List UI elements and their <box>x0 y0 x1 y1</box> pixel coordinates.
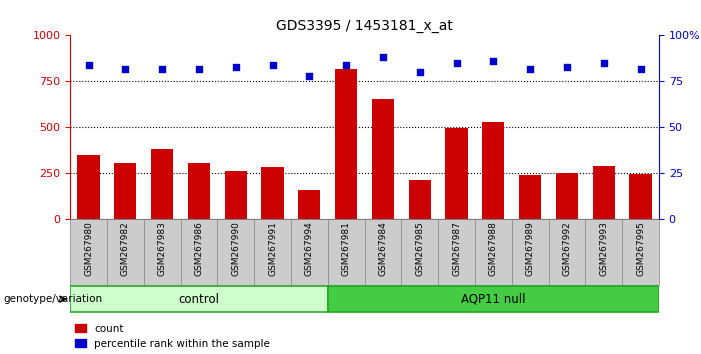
Point <box>414 69 426 75</box>
Bar <box>556 172 578 219</box>
Text: GSM267985: GSM267985 <box>415 222 424 276</box>
Point <box>193 66 205 72</box>
Text: GSM267993: GSM267993 <box>599 222 608 276</box>
FancyBboxPatch shape <box>327 286 659 312</box>
FancyBboxPatch shape <box>438 219 475 285</box>
Legend: count, percentile rank within the sample: count, percentile rank within the sample <box>75 324 270 349</box>
Point <box>83 62 94 68</box>
Title: GDS3395 / 1453181_x_at: GDS3395 / 1453181_x_at <box>276 19 453 33</box>
Point <box>341 62 352 68</box>
FancyBboxPatch shape <box>585 219 622 285</box>
Bar <box>151 149 173 219</box>
Text: control: control <box>179 293 219 306</box>
FancyBboxPatch shape <box>217 219 254 285</box>
Text: GSM267990: GSM267990 <box>231 222 240 276</box>
Bar <box>409 180 430 219</box>
Bar <box>335 69 357 219</box>
Point <box>230 64 241 69</box>
Text: GSM267991: GSM267991 <box>268 222 277 276</box>
Point <box>598 60 609 66</box>
Text: GSM267980: GSM267980 <box>84 222 93 276</box>
FancyBboxPatch shape <box>70 219 107 285</box>
Point <box>488 58 499 64</box>
FancyBboxPatch shape <box>327 219 365 285</box>
Bar <box>372 99 394 219</box>
Bar <box>482 122 504 219</box>
Point <box>267 62 278 68</box>
FancyBboxPatch shape <box>548 219 585 285</box>
Bar <box>114 163 136 219</box>
Text: GSM267995: GSM267995 <box>636 222 645 276</box>
Text: GSM267987: GSM267987 <box>452 222 461 276</box>
Bar <box>188 163 210 219</box>
FancyBboxPatch shape <box>401 219 438 285</box>
Point <box>377 55 388 60</box>
FancyBboxPatch shape <box>254 219 291 285</box>
FancyBboxPatch shape <box>181 219 217 285</box>
Bar <box>77 155 100 219</box>
Bar <box>629 175 652 219</box>
Text: genotype/variation: genotype/variation <box>4 294 102 304</box>
Text: GSM267992: GSM267992 <box>562 222 571 276</box>
FancyBboxPatch shape <box>107 219 144 285</box>
FancyBboxPatch shape <box>291 219 327 285</box>
Point <box>304 73 315 79</box>
Text: GSM267989: GSM267989 <box>526 222 535 276</box>
Text: GSM267984: GSM267984 <box>379 222 388 276</box>
Text: GSM267982: GSM267982 <box>121 222 130 276</box>
Text: AQP11 null: AQP11 null <box>461 293 526 306</box>
Point <box>524 66 536 72</box>
Point <box>156 66 168 72</box>
Point <box>635 66 646 72</box>
Bar <box>445 129 468 219</box>
FancyBboxPatch shape <box>144 219 181 285</box>
Bar <box>592 166 615 219</box>
Bar <box>299 190 320 219</box>
Bar <box>519 175 541 219</box>
Text: GSM267988: GSM267988 <box>489 222 498 276</box>
Point <box>562 64 573 69</box>
Point <box>120 66 131 72</box>
FancyBboxPatch shape <box>475 219 512 285</box>
FancyBboxPatch shape <box>512 219 548 285</box>
Bar <box>224 171 247 219</box>
Text: GSM267986: GSM267986 <box>194 222 203 276</box>
FancyBboxPatch shape <box>70 286 327 312</box>
Bar <box>261 167 283 219</box>
FancyBboxPatch shape <box>622 219 659 285</box>
Text: GSM267994: GSM267994 <box>305 222 314 276</box>
Text: GSM267981: GSM267981 <box>341 222 350 276</box>
Point <box>451 60 462 66</box>
Text: GSM267983: GSM267983 <box>158 222 167 276</box>
FancyBboxPatch shape <box>365 219 401 285</box>
